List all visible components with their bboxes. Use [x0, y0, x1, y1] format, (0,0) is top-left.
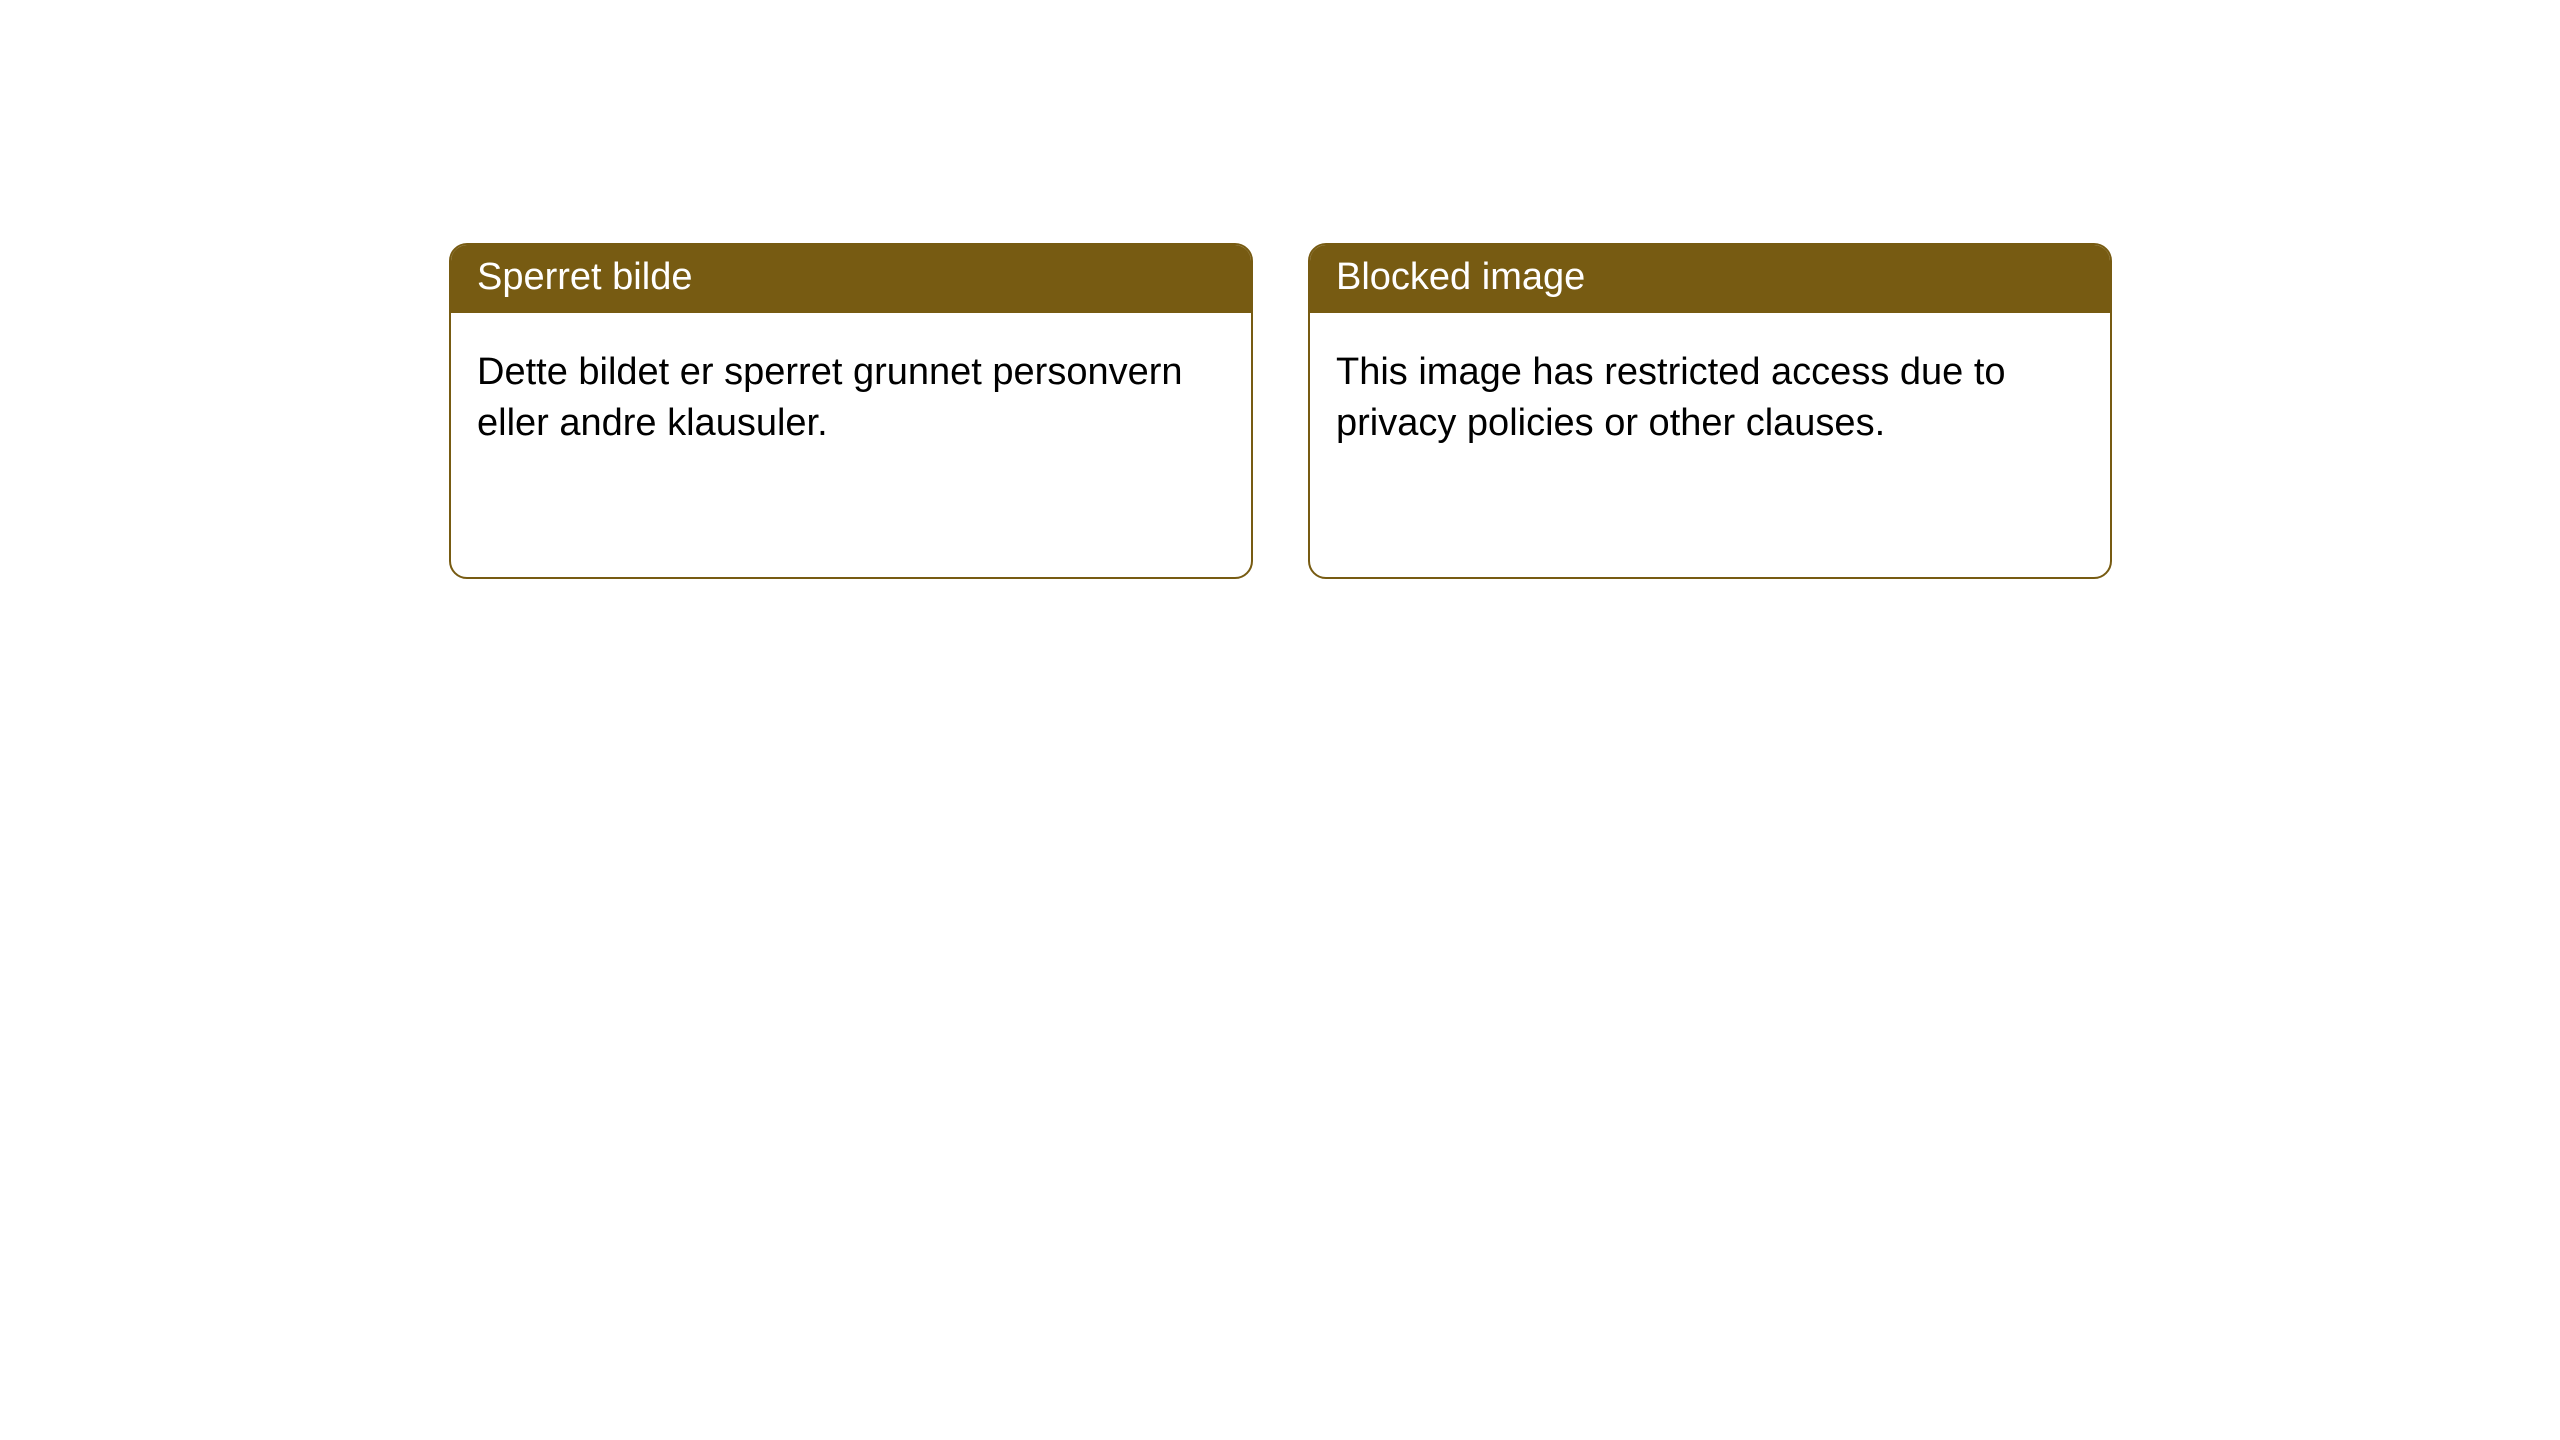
notice-card-norwegian: Sperret bilde Dette bildet er sperret gr… — [449, 243, 1253, 579]
notice-card-english: Blocked image This image has restricted … — [1308, 243, 2112, 579]
notice-container: Sperret bilde Dette bildet er sperret gr… — [0, 0, 2560, 579]
notice-title: Sperret bilde — [451, 245, 1251, 313]
notice-title: Blocked image — [1310, 245, 2110, 313]
notice-body: Dette bildet er sperret grunnet personve… — [451, 313, 1251, 476]
notice-body: This image has restricted access due to … — [1310, 313, 2110, 476]
